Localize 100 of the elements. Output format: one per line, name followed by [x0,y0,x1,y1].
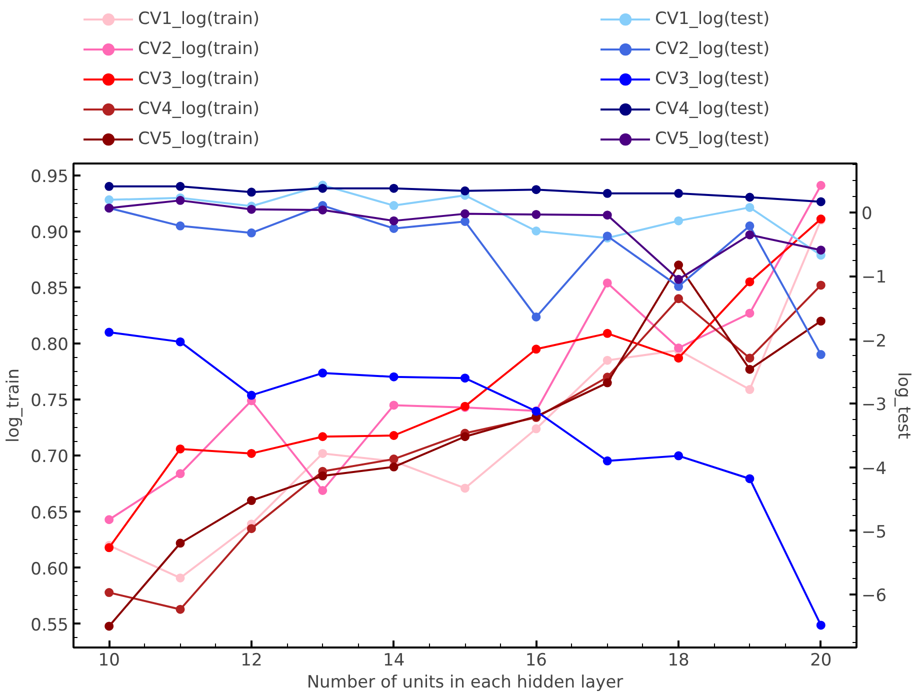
point [816,180,826,190]
point [318,471,328,480]
point [532,210,541,219]
y-tick-label: 0.80 [30,335,69,356]
legend-label: CV5_log(test) [655,128,771,151]
point [176,538,185,548]
point [532,185,541,194]
point [389,201,398,210]
legend-label: CV5_log(train) [138,128,261,151]
point [602,210,612,220]
point [176,196,185,205]
y2-tick-label: −4 [862,458,887,479]
y-tick-label: 0.55 [30,615,69,636]
y-tick-label: 0.90 [30,222,69,243]
x-tick-label: 16 [525,650,548,670]
point [816,197,826,206]
point [532,424,541,434]
point [602,188,612,198]
point [389,372,398,382]
legend-label: CV2_log(test) [655,38,771,61]
x-tick-label: 12 [240,650,262,670]
point [176,182,185,191]
x-tick-label: 10 [98,650,120,670]
y-tick-label: 0.60 [30,559,69,580]
point [246,390,256,400]
legend-label: CV2_log(train) [138,38,261,61]
legend-label: CV3_log(train) [138,68,261,91]
point [318,448,328,458]
point [460,374,470,383]
point [389,462,398,472]
point [246,188,256,197]
point [674,354,684,363]
point [674,451,684,460]
y2-tick-label: −2 [862,331,887,352]
point [389,431,398,440]
legend-label: CV4_log(train) [138,98,261,121]
point [745,230,754,240]
point [176,469,185,478]
y-axis-title: log_train [4,368,24,442]
point [460,484,470,493]
point [176,604,185,614]
point [246,228,256,238]
y-tick-label: 0.95 [30,166,69,187]
point [674,188,684,198]
point [389,184,398,193]
point [246,448,256,458]
point [745,364,754,374]
x-tick-label: 14 [383,650,405,670]
point [745,277,754,286]
y-tick-label: 0.65 [30,503,69,524]
point [176,444,185,454]
point [532,226,541,236]
point [602,356,612,365]
y2-tick-label: −3 [862,395,887,416]
y2-tick-label: 0 [862,204,872,224]
legend-label: CV3_log(test) [655,68,771,91]
point [104,195,114,204]
point [674,260,684,270]
point [246,496,256,506]
y2-axis-title: log_test [894,372,914,440]
point [460,209,470,218]
point [816,620,826,630]
point [460,186,470,196]
point [104,182,114,191]
point [318,432,328,442]
point [745,192,754,202]
point [318,486,328,495]
point [602,378,612,388]
point [602,456,612,466]
point [389,224,398,233]
point [674,216,684,226]
point [674,274,684,284]
point [816,246,826,255]
y2-tick-label: −5 [862,522,887,542]
point [745,385,754,394]
point [389,216,398,226]
point [104,622,114,631]
point [176,221,185,230]
point [602,278,612,288]
point [602,328,612,338]
point [318,184,328,193]
point [246,524,256,534]
point [745,202,754,212]
point [745,221,754,230]
point [532,344,541,354]
legend-label: CV1_log(train) [138,8,261,31]
y-tick-label: 0.75 [30,391,69,412]
point [674,294,684,304]
point [176,337,185,346]
point [816,280,826,290]
y2-tick-label: −6 [862,586,887,606]
point [104,588,114,598]
point [104,328,114,337]
legend-label: CV4_log(test) [655,98,771,121]
point [745,354,754,363]
point [246,204,256,214]
point [176,573,185,582]
x-axis-title: Number of units in each hidden layer [306,672,624,692]
point [318,368,328,378]
y-tick-label: 0.85 [30,278,69,299]
